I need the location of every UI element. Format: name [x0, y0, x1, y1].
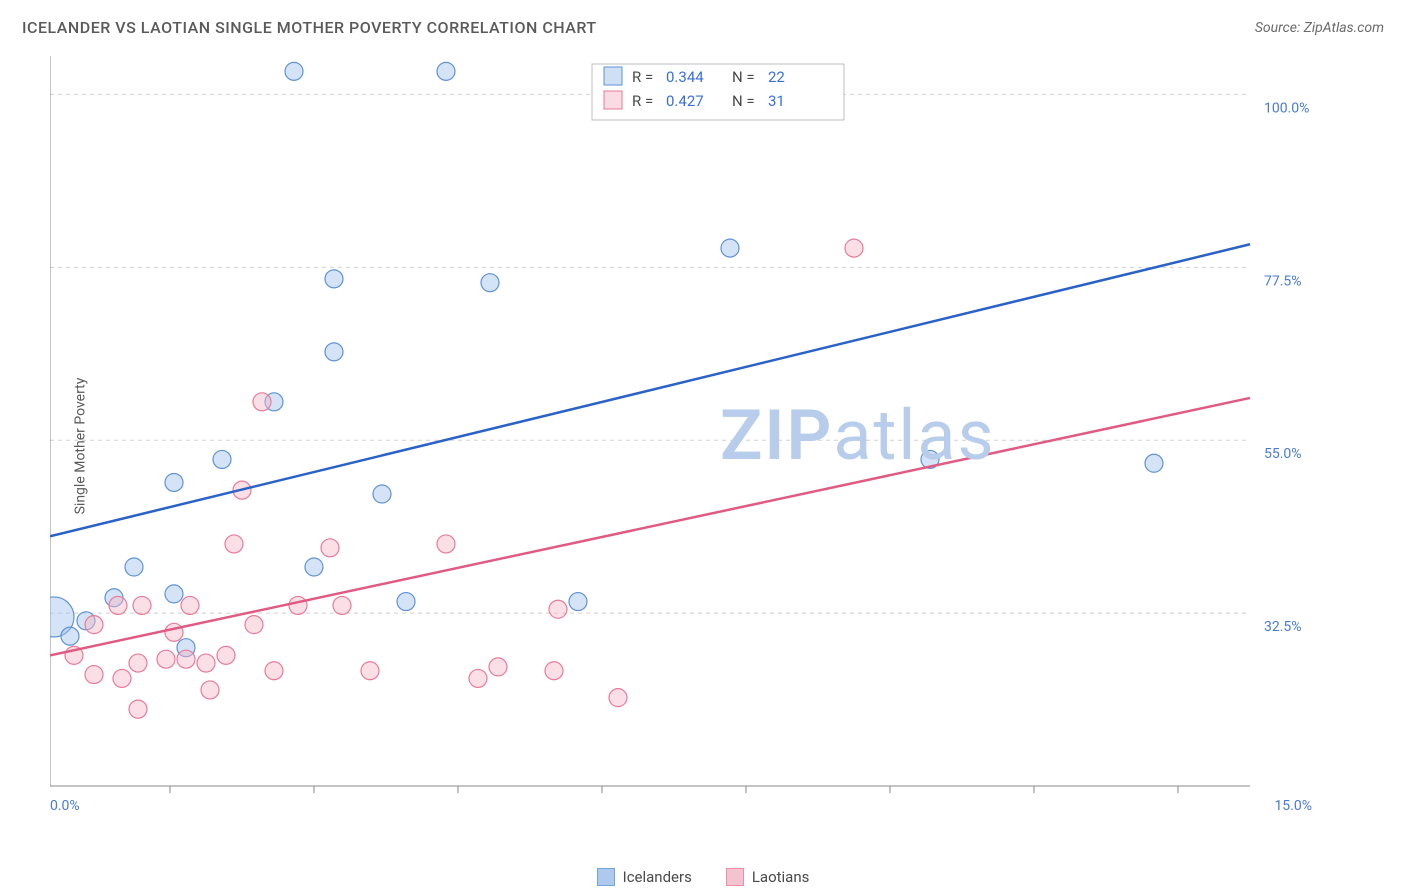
data-point [165, 623, 183, 641]
data-point [325, 270, 343, 288]
data-point [325, 343, 343, 361]
legend-r-label: R = [632, 92, 653, 110]
legend-n-label: N = [732, 92, 755, 110]
trend-line [50, 398, 1250, 655]
data-point [549, 600, 567, 618]
data-point [245, 616, 263, 634]
data-point [85, 666, 103, 684]
data-point [489, 658, 507, 676]
data-point [85, 616, 103, 634]
legend-label: Laotians [752, 868, 810, 886]
data-point [397, 593, 415, 611]
data-point [545, 662, 563, 680]
data-point [125, 558, 143, 576]
legend-r-value: 0.344 [666, 68, 704, 86]
data-point [201, 681, 219, 699]
y-tick-label: 77.5% [1264, 273, 1302, 289]
data-point [569, 593, 587, 611]
legend-swatch [604, 67, 622, 85]
data-point [437, 535, 455, 553]
data-point [61, 627, 79, 645]
data-point [845, 239, 863, 257]
data-point [373, 485, 391, 503]
data-point [157, 650, 175, 668]
data-point [165, 585, 183, 603]
x-max-label: 15.0% [1274, 798, 1312, 814]
data-point [129, 700, 147, 718]
data-point [181, 596, 199, 614]
data-point [333, 596, 351, 614]
bottom-legend: Icelanders Laotians [0, 868, 1406, 886]
data-point [265, 662, 283, 680]
trend-line [50, 244, 1250, 536]
data-point [437, 62, 455, 80]
data-point [721, 239, 739, 257]
data-point [361, 662, 379, 680]
data-point [133, 596, 151, 614]
data-point [165, 473, 183, 491]
data-point [213, 450, 231, 468]
legend-n-value: 22 [768, 68, 785, 86]
y-tick-label: 100.0% [1264, 100, 1309, 116]
data-point [225, 535, 243, 553]
stats-legend-box [592, 64, 844, 120]
legend-swatch [604, 91, 622, 109]
scatter-chart-svg: 32.5% 55.0% 77.5% 100.0% 0.0% 15.0% R = 0.344 N … [50, 56, 1320, 816]
legend-r-value: 0.427 [666, 92, 704, 110]
y-tick-label: 55.0% [1264, 446, 1302, 462]
data-point [197, 654, 215, 672]
x-min-label: 0.0% [50, 798, 80, 814]
data-point [481, 274, 499, 292]
data-point [217, 646, 235, 664]
chart-title: ICELANDER VS LAOTIAN SINGLE MOTHER POVER… [22, 18, 597, 37]
legend-swatch [726, 868, 744, 886]
data-point [469, 669, 487, 687]
legend-swatch [597, 868, 615, 886]
chart-source: Source: ZipAtlas.com [1255, 20, 1384, 36]
data-point [285, 62, 303, 80]
data-point [289, 596, 307, 614]
data-point [177, 650, 195, 668]
legend-label: Icelanders [623, 868, 692, 886]
legend-item: Laotians [726, 868, 810, 886]
data-point [253, 393, 271, 411]
legend-n-label: N = [732, 68, 755, 86]
data-point [129, 654, 147, 672]
legend-n-value: 31 [768, 92, 785, 110]
chart-header: ICELANDER VS LAOTIAN SINGLE MOTHER POVER… [0, 0, 1406, 47]
data-point [1145, 454, 1163, 472]
data-point [305, 558, 323, 576]
data-point [109, 596, 127, 614]
legend-r-label: R = [632, 68, 653, 86]
data-point [321, 539, 339, 557]
chart-area: 32.5% 55.0% 77.5% 100.0% 0.0% 15.0% R = 0.344 N … [50, 56, 1402, 854]
data-point [609, 689, 627, 707]
data-point [113, 669, 131, 687]
y-tick-label: 32.5% [1264, 619, 1302, 635]
legend-item: Icelanders [597, 868, 692, 886]
